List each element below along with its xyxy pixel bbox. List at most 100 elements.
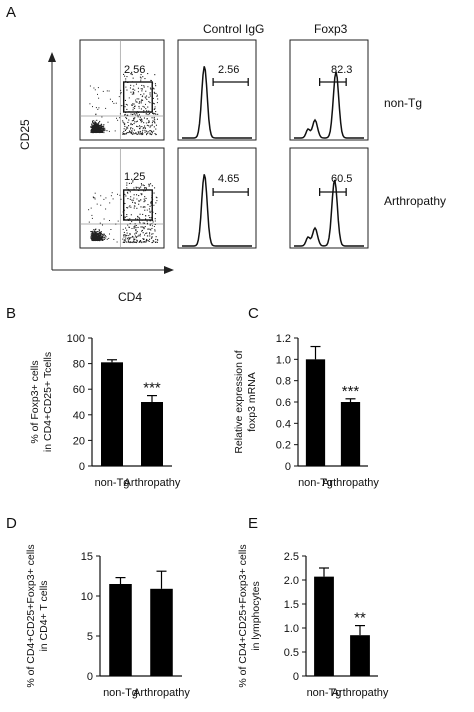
cell-dot (124, 133, 126, 135)
cell-dot (131, 241, 133, 243)
cell-dot (143, 110, 145, 112)
cell-dot (150, 80, 152, 82)
cell-dot (98, 97, 100, 99)
cell-dot (128, 240, 130, 242)
cell-dot (128, 182, 130, 184)
cell-dot (155, 213, 157, 215)
cell-dot (132, 236, 134, 238)
cell-dot (136, 242, 138, 244)
cell-dot (110, 229, 112, 230)
cell-dot (138, 114, 140, 116)
cell-dot (125, 195, 127, 197)
cell-dot (126, 89, 128, 91)
cell-dot (120, 198, 122, 200)
cell-dot (129, 241, 131, 243)
cell-dot (146, 124, 148, 126)
cell-dot (138, 187, 140, 189)
cell-dot (138, 131, 140, 133)
cell-dot (93, 197, 94, 199)
cell-dot (94, 239, 96, 241)
cell-dot (149, 92, 151, 94)
cell-dot (135, 232, 137, 234)
cell-dot (124, 99, 126, 101)
cell-dot (97, 231, 99, 233)
cell-dot (146, 238, 148, 240)
cell-dot (137, 115, 139, 117)
cell-dot (102, 127, 104, 129)
cell-dot (126, 132, 128, 134)
cell-dot (142, 99, 144, 101)
cell-dot (149, 130, 151, 132)
cell-dot (132, 113, 134, 115)
cell-dot (92, 124, 94, 126)
cell-dot (131, 124, 133, 126)
cell-dot (153, 112, 155, 114)
panel-letter-c: C (248, 305, 259, 322)
cell-dot (127, 207, 129, 209)
cell-dot (139, 133, 141, 135)
cell-dot (91, 128, 93, 130)
cell-dot (93, 236, 95, 238)
cell-dot (117, 119, 119, 121)
cell-dot (92, 132, 94, 134)
cell-dot (148, 228, 150, 230)
cell-dot (136, 198, 138, 200)
cell-dot (150, 130, 152, 132)
cell-dot (102, 90, 104, 92)
cell-dot (133, 194, 135, 196)
cell-dot (123, 231, 125, 233)
column-header-foxp3: Foxp3 (314, 22, 348, 36)
cell-dot (148, 125, 150, 127)
cell-dot (145, 241, 147, 243)
cell-dot (99, 131, 101, 133)
cell-dot (157, 113, 159, 115)
cell-dot (149, 133, 151, 135)
cell-dot (103, 218, 105, 220)
cell-dot (93, 127, 95, 129)
cell-dot (125, 236, 127, 238)
dot-cloud (88, 180, 159, 244)
cell-dot (149, 228, 151, 230)
cell-dot (98, 127, 100, 129)
cell-dot (139, 130, 141, 132)
cell-dot (126, 126, 128, 128)
cell-dot (103, 130, 105, 132)
cell-dot (126, 214, 128, 216)
cell-dot (94, 126, 96, 128)
cell-dot (93, 232, 95, 234)
cell-dot (142, 95, 144, 97)
cell-dot (146, 209, 148, 211)
cell-dot (139, 101, 141, 103)
cell-dot (143, 185, 145, 187)
cell-dot (135, 83, 137, 85)
bar-non-tg (314, 576, 334, 676)
cell-dot (96, 238, 98, 240)
significance-stars: ** (354, 610, 366, 627)
cell-dot (122, 132, 124, 134)
cell-dot (135, 218, 137, 220)
cell-dot (106, 238, 108, 240)
cell-dot (103, 233, 105, 235)
cell-dot (140, 199, 142, 201)
cell-dot (126, 104, 128, 106)
cell-dot (94, 237, 96, 239)
cell-dot (96, 125, 98, 127)
cell-dot (127, 239, 129, 241)
cell-dot (149, 223, 151, 225)
cell-dot (149, 102, 151, 104)
cell-dot (99, 235, 101, 237)
gate-rectangle (122, 81, 153, 113)
cell-dot (154, 223, 156, 225)
cell-dot (90, 130, 92, 132)
cell-dot (98, 107, 100, 109)
cell-dot (140, 121, 142, 123)
cell-dot (101, 128, 103, 130)
gate-value-arthropathy: 1.25 (124, 171, 146, 183)
cell-dot (100, 232, 102, 234)
cell-dot (133, 120, 135, 121)
cell-dot (130, 237, 132, 239)
cell-dot (155, 202, 157, 204)
cell-dot (153, 108, 155, 110)
cell-dot (105, 208, 107, 210)
cell-dot (148, 240, 150, 242)
